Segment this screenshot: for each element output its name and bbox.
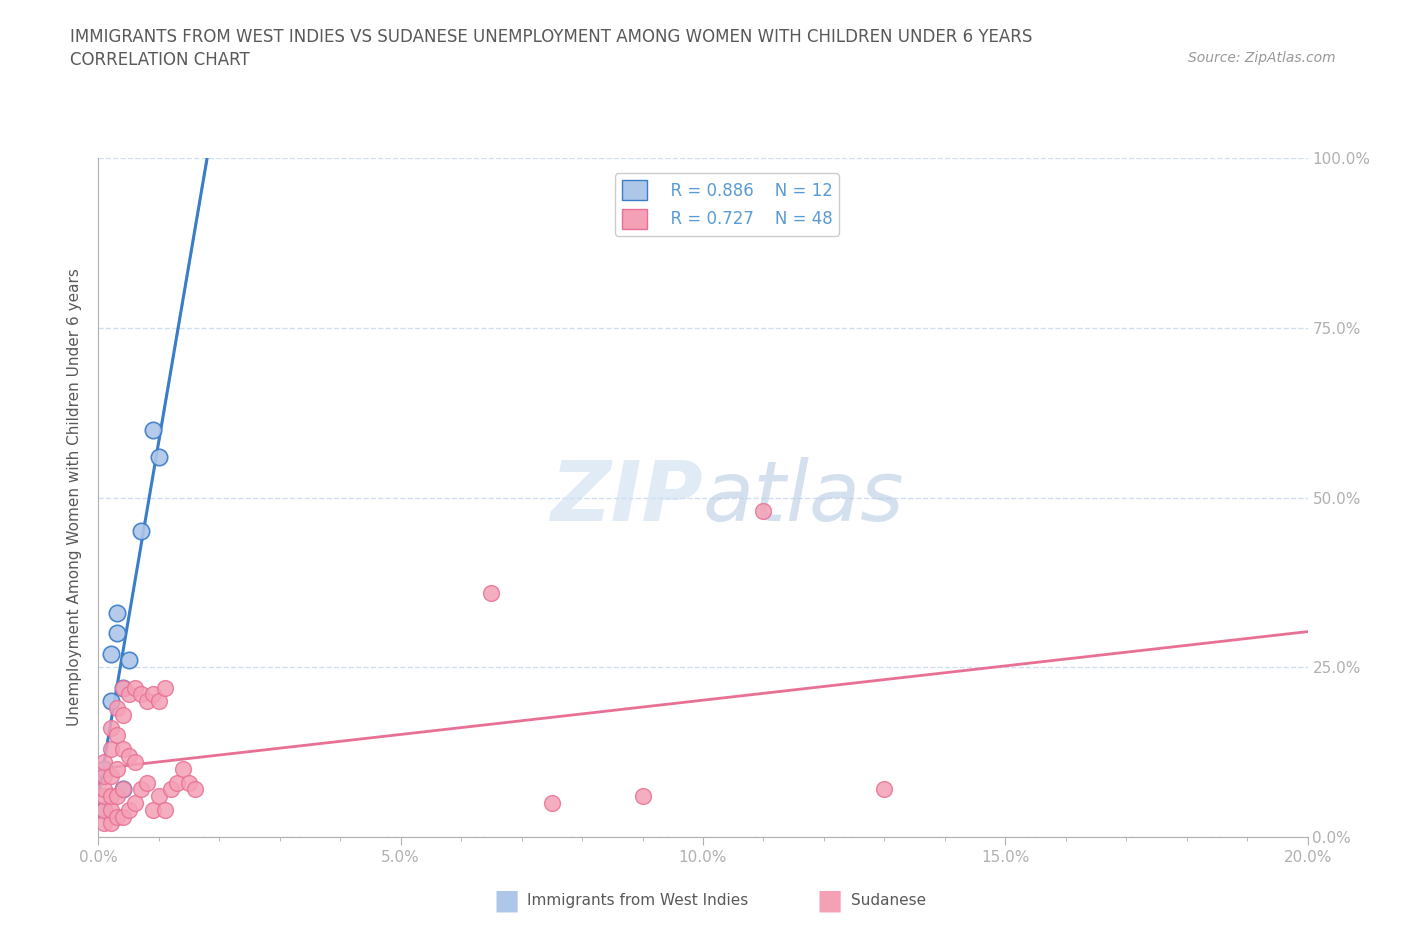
Point xyxy=(100,803,122,817)
Point xyxy=(118,687,141,702)
Point xyxy=(100,789,122,804)
Point xyxy=(172,762,194,777)
Point xyxy=(105,605,128,620)
Point xyxy=(93,782,115,797)
Point xyxy=(148,694,170,709)
Point xyxy=(100,694,122,709)
Point xyxy=(111,782,134,797)
Point xyxy=(153,680,176,695)
Point xyxy=(142,422,165,437)
Point xyxy=(148,789,170,804)
Point xyxy=(93,789,115,804)
Point xyxy=(135,694,157,709)
Text: Immigrants from West Indies: Immigrants from West Indies xyxy=(527,893,748,908)
Text: atlas: atlas xyxy=(703,457,904,538)
Point xyxy=(135,776,157,790)
Point xyxy=(105,809,128,824)
Point xyxy=(111,809,134,824)
Text: ■: ■ xyxy=(494,886,519,914)
Point xyxy=(160,782,183,797)
Point xyxy=(105,789,128,804)
Point xyxy=(118,803,141,817)
Point xyxy=(100,721,122,736)
Y-axis label: Unemployment Among Women with Children Under 6 years: Unemployment Among Women with Children U… xyxy=(67,269,83,726)
Point xyxy=(111,680,134,695)
Point xyxy=(124,755,146,770)
Point xyxy=(100,768,122,783)
Point xyxy=(148,449,170,464)
Point xyxy=(142,687,165,702)
Point xyxy=(179,776,201,790)
Point xyxy=(118,653,141,668)
Point xyxy=(166,776,188,790)
Point xyxy=(124,680,146,695)
Text: IMMIGRANTS FROM WEST INDIES VS SUDANESE UNEMPLOYMENT AMONG WOMEN WITH CHILDREN U: IMMIGRANTS FROM WEST INDIES VS SUDANESE … xyxy=(70,28,1032,46)
Point xyxy=(111,741,134,756)
Point xyxy=(142,803,165,817)
Point xyxy=(873,782,896,797)
Point xyxy=(129,525,152,539)
Point xyxy=(93,816,115,830)
Point xyxy=(129,782,152,797)
Point xyxy=(129,687,152,702)
Point xyxy=(105,727,128,742)
Text: Sudanese: Sudanese xyxy=(851,893,925,908)
Text: ZIP: ZIP xyxy=(550,457,703,538)
Point xyxy=(752,504,775,519)
Point xyxy=(481,585,503,600)
Text: ■: ■ xyxy=(817,886,842,914)
Point xyxy=(124,796,146,811)
Point xyxy=(184,782,207,797)
Point xyxy=(100,741,122,756)
Point xyxy=(93,768,115,783)
Legend:   R = 0.886    N = 12,   R = 0.727    N = 48: R = 0.886 N = 12, R = 0.727 N = 48 xyxy=(614,173,839,235)
Point xyxy=(540,796,562,811)
Point xyxy=(93,803,115,817)
Point xyxy=(111,782,134,797)
Text: Source: ZipAtlas.com: Source: ZipAtlas.com xyxy=(1188,51,1336,65)
Point xyxy=(100,816,122,830)
Point xyxy=(111,708,134,723)
Point xyxy=(105,762,128,777)
Point xyxy=(105,700,128,715)
Point xyxy=(93,803,115,817)
Point xyxy=(111,680,134,695)
Point xyxy=(93,755,115,770)
Point xyxy=(100,646,122,661)
Point xyxy=(93,762,115,777)
Point xyxy=(105,626,128,641)
Point xyxy=(153,803,176,817)
Point xyxy=(118,748,141,763)
Point xyxy=(631,789,654,804)
Text: CORRELATION CHART: CORRELATION CHART xyxy=(70,51,250,69)
